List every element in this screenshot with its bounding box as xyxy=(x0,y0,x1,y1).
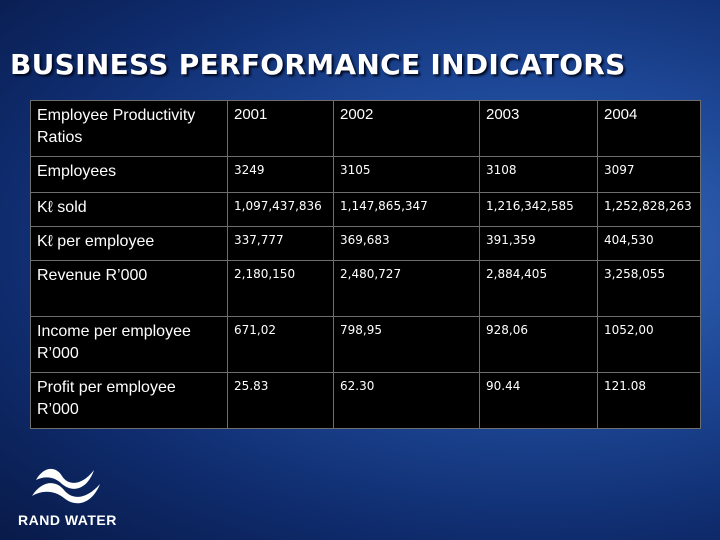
row-label: Revenue R’000 xyxy=(30,260,228,317)
table-cell: 671,02 xyxy=(227,316,334,373)
table-cell: 25.83 xyxy=(227,372,334,429)
table-cell: 1,097,437,836 xyxy=(227,192,334,227)
row-label: Kℓ per employee xyxy=(30,226,228,261)
table-cell: 928,06 xyxy=(479,316,598,373)
table-cell: 2,884,405 xyxy=(479,260,598,317)
table-cell: 1,252,828,263 xyxy=(597,192,701,227)
table-cell: 2,480,727 xyxy=(333,260,480,317)
year-header-2002: 2002 xyxy=(333,100,480,157)
table-header-row: Employee Productivity Ratios 2001 2002 2… xyxy=(30,100,701,157)
year-header-2003: 2003 xyxy=(479,100,598,157)
year-header-2001: 2001 xyxy=(227,100,334,157)
table-cell: 90.44 xyxy=(479,372,598,429)
row-label: Income per employee R’000 xyxy=(30,316,228,373)
rand-water-logo: RAND WATER xyxy=(18,462,130,528)
table-cell: 3105 xyxy=(333,156,480,193)
table-cell: 404,530 xyxy=(597,226,701,261)
row-label: Kℓ sold xyxy=(30,192,228,227)
year-header-2004: 2004 xyxy=(597,100,701,157)
table-cell: 1,216,342,585 xyxy=(479,192,598,227)
table-cell: 369,683 xyxy=(333,226,480,261)
table-cell: 1,147,865,347 xyxy=(333,192,480,227)
table-row: Kℓ per employee 337,777 369,683 391,359 … xyxy=(30,226,701,261)
table-cell: 798,95 xyxy=(333,316,480,373)
table-row: Profit per employee R’000 25.83 62.30 90… xyxy=(30,372,701,429)
table-cell: 337,777 xyxy=(227,226,334,261)
header-label-cell: Employee Productivity Ratios xyxy=(30,100,228,157)
table-row: Kℓ sold 1,097,437,836 1,147,865,347 1,21… xyxy=(30,192,701,227)
rand-water-wave-icon xyxy=(32,468,100,504)
table-cell: 3249 xyxy=(227,156,334,193)
table-cell: 2,180,150 xyxy=(227,260,334,317)
table-cell: 3097 xyxy=(597,156,701,193)
table-cell: 121.08 xyxy=(597,372,701,429)
logo-text: RAND WATER xyxy=(18,512,117,528)
table-row: Employees 3249 3105 3108 3097 xyxy=(30,156,701,193)
performance-table: Employee Productivity Ratios 2001 2002 2… xyxy=(30,100,701,429)
page-title: BUSINESS PERFORMANCE INDICATORS xyxy=(10,48,626,81)
row-label: Employees xyxy=(30,156,228,193)
table-cell: 3108 xyxy=(479,156,598,193)
table-cell: 1052,00 xyxy=(597,316,701,373)
table-row: Revenue R’000 2,180,150 2,480,727 2,884,… xyxy=(30,260,701,317)
table-row: Income per employee R’000 671,02 798,95 … xyxy=(30,316,701,373)
table-cell: 3,258,055 xyxy=(597,260,701,317)
table-cell: 62.30 xyxy=(333,372,480,429)
table-cell: 391,359 xyxy=(479,226,598,261)
row-label: Profit per employee R’000 xyxy=(30,372,228,429)
